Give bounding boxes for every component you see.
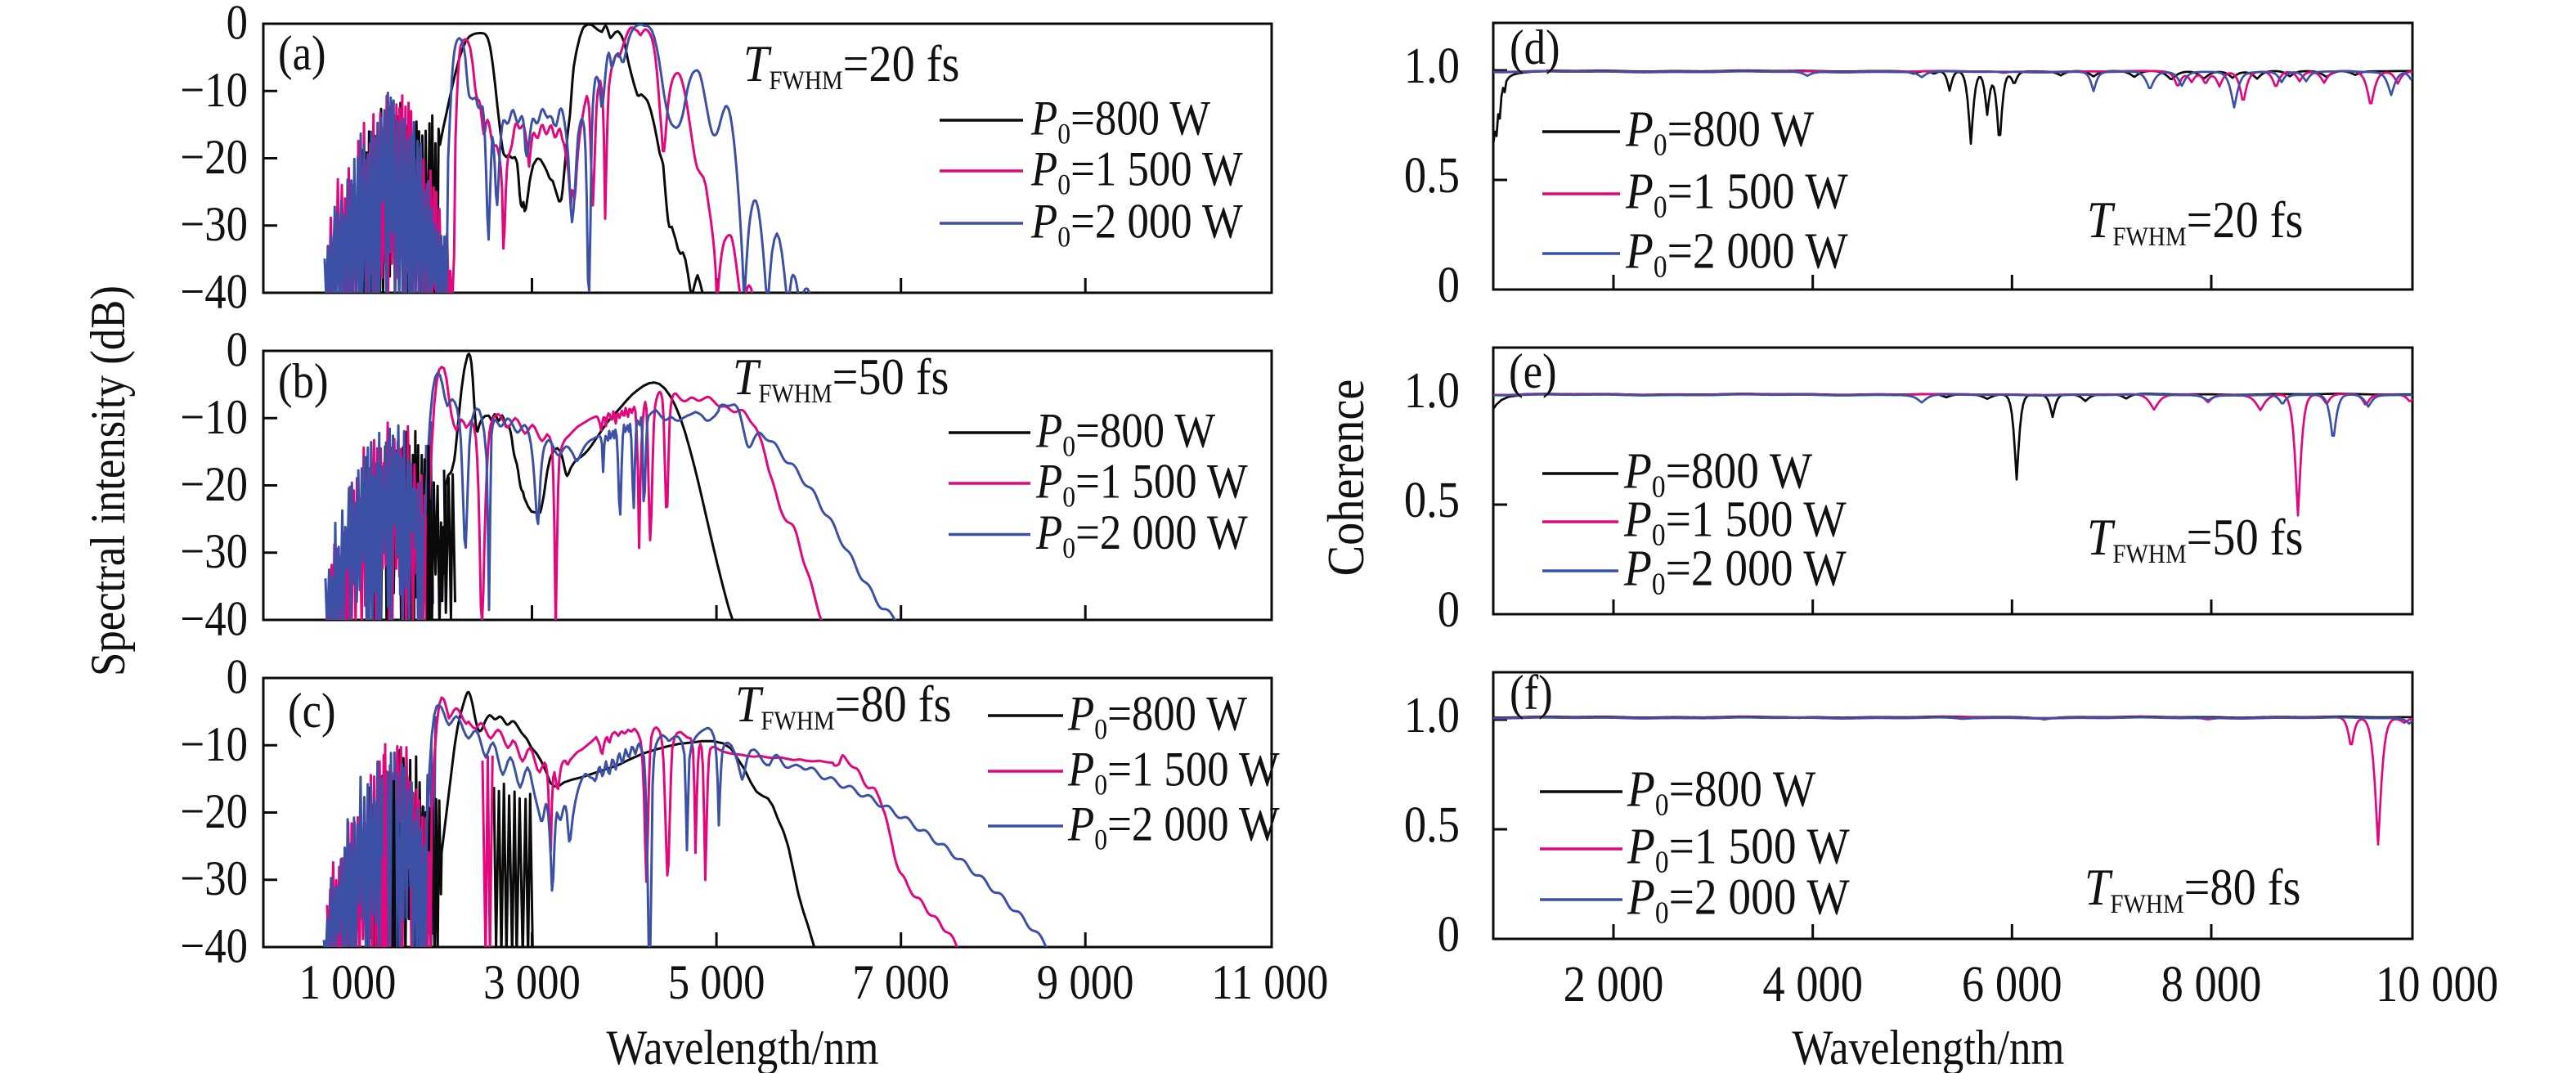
svg-text:P0=1 500 W: P0=1 500 W xyxy=(1623,490,1847,552)
svg-text:−30: −30 xyxy=(180,852,248,906)
svg-text:0: 0 xyxy=(1438,257,1460,313)
svg-text:1.0: 1.0 xyxy=(1404,687,1460,743)
svg-text:TFWHM=80 fs: TFWHM=80 fs xyxy=(2085,859,2300,919)
svg-text:1.0: 1.0 xyxy=(1404,362,1460,419)
svg-text:0.5: 0.5 xyxy=(1404,797,1460,853)
svg-text:8 000: 8 000 xyxy=(2161,956,2262,1012)
svg-text:(c): (c) xyxy=(288,685,336,739)
svg-text:10 000: 10 000 xyxy=(2376,956,2498,1012)
svg-text:−40: −40 xyxy=(180,265,248,319)
svg-text:P0=2 000 W: P0=2 000 W xyxy=(1030,195,1243,254)
svg-text:Spectral intensity (dB): Spectral intensity (dB) xyxy=(82,285,136,676)
svg-text:TFWHM=50 fs: TFWHM=50 fs xyxy=(733,348,949,409)
svg-text:−20: −20 xyxy=(180,131,248,185)
svg-text:6 000: 6 000 xyxy=(1962,956,2062,1012)
svg-text:P0=800 W: P0=800 W xyxy=(1067,687,1248,746)
svg-text:0: 0 xyxy=(227,650,248,704)
svg-text:TFWHM=20 fs: TFWHM=20 fs xyxy=(743,35,959,96)
svg-text:P0=800 W: P0=800 W xyxy=(1627,760,1815,822)
svg-text:(d): (d) xyxy=(1510,21,1560,75)
svg-text:P0=800 W: P0=800 W xyxy=(1035,404,1216,463)
svg-text:0: 0 xyxy=(1438,581,1460,638)
svg-text:Wavelength/nm: Wavelength/nm xyxy=(607,1021,879,1073)
svg-text:P0=2 000 W: P0=2 000 W xyxy=(1627,868,1850,930)
svg-text:−20: −20 xyxy=(180,785,248,839)
svg-text:7 000: 7 000 xyxy=(852,956,949,1010)
svg-text:P0=1 500 W: P0=1 500 W xyxy=(1625,162,1848,224)
svg-text:(b): (b) xyxy=(278,355,329,409)
svg-text:−40: −40 xyxy=(180,592,248,646)
svg-text:−30: −30 xyxy=(180,525,248,579)
svg-text:−10: −10 xyxy=(180,718,248,772)
svg-text:1 000: 1 000 xyxy=(299,956,397,1010)
svg-text:P0=800 W: P0=800 W xyxy=(1030,92,1211,150)
svg-text:0.5: 0.5 xyxy=(1404,147,1460,204)
svg-text:0: 0 xyxy=(227,0,248,50)
svg-text:0: 0 xyxy=(227,323,248,377)
svg-text:−30: −30 xyxy=(180,198,248,252)
svg-text:−10: −10 xyxy=(180,64,248,118)
svg-text:11 000: 11 000 xyxy=(1211,956,1328,1010)
svg-text:5 000: 5 000 xyxy=(668,956,765,1010)
svg-text:(a): (a) xyxy=(278,27,326,81)
svg-text:P0=1 500 W: P0=1 500 W xyxy=(1035,455,1248,514)
svg-text:3 000: 3 000 xyxy=(483,956,581,1010)
svg-text:TFWHM=20 fs: TFWHM=20 fs xyxy=(2087,191,2303,252)
svg-text:P0=1 500 W: P0=1 500 W xyxy=(1067,743,1280,801)
svg-text:Wavelength/nm: Wavelength/nm xyxy=(1793,1021,2065,1073)
svg-text:(f): (f) xyxy=(1510,667,1553,721)
svg-text:P0=800 W: P0=800 W xyxy=(1625,100,1814,162)
svg-text:P0=1 500 W: P0=1 500 W xyxy=(1030,142,1243,201)
svg-text:2 000: 2 000 xyxy=(1564,956,1664,1012)
svg-text:0: 0 xyxy=(1438,906,1460,963)
svg-text:(e): (e) xyxy=(1509,345,1557,399)
svg-text:P0=2 000 W: P0=2 000 W xyxy=(1035,506,1248,565)
svg-text:−20: −20 xyxy=(180,458,248,512)
svg-text:TFWHM=80 fs: TFWHM=80 fs xyxy=(735,676,951,736)
svg-text:9 000: 9 000 xyxy=(1037,956,1134,1010)
svg-text:P0=2 000 W: P0=2 000 W xyxy=(1623,539,1847,601)
svg-text:−40: −40 xyxy=(180,919,248,973)
svg-text:P0=2 000 W: P0=2 000 W xyxy=(1067,797,1280,856)
svg-text:Coherence: Coherence xyxy=(1317,379,1376,577)
svg-text:4 000: 4 000 xyxy=(1762,956,1863,1012)
svg-text:−10: −10 xyxy=(180,391,248,445)
svg-text:TFWHM=50 fs: TFWHM=50 fs xyxy=(2087,509,2303,569)
svg-text:1.0: 1.0 xyxy=(1404,38,1460,94)
svg-text:P0=2 000 W: P0=2 000 W xyxy=(1625,222,1848,284)
svg-text:0.5: 0.5 xyxy=(1404,472,1460,528)
svg-text:P0=800 W: P0=800 W xyxy=(1623,442,1812,504)
svg-text:P0=1 500 W: P0=1 500 W xyxy=(1627,817,1850,879)
